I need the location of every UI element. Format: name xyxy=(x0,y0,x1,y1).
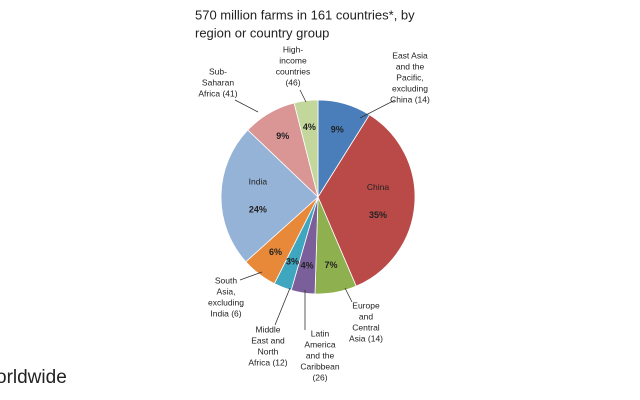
slice-value-label: 24% xyxy=(249,204,267,214)
slice-value-label: 6% xyxy=(269,247,282,257)
slice-value-label: 7% xyxy=(324,260,337,270)
chart-title-line: region or country group xyxy=(195,25,329,40)
pie-slice xyxy=(220,129,319,263)
category-label: Sub- xyxy=(209,66,227,76)
category-label: Latin xyxy=(311,328,330,338)
leader-line xyxy=(299,89,307,103)
pie-slice xyxy=(293,99,319,198)
slice-value-label: 3% xyxy=(286,256,299,266)
category-label: Africa (41) xyxy=(198,88,237,98)
category-label: and the xyxy=(306,350,335,360)
category-label: Middle xyxy=(255,324,280,334)
category-label: Pacific, xyxy=(396,72,423,82)
category-label: High- xyxy=(283,44,303,54)
footer-text: orldwide xyxy=(0,367,67,388)
leader-line xyxy=(274,287,291,326)
leader-line xyxy=(359,99,396,119)
category-label: India (6) xyxy=(210,308,241,318)
category-label: and the xyxy=(396,61,425,71)
category-label: China (14) xyxy=(390,94,430,104)
slice-value-label: 9% xyxy=(276,131,289,141)
category-label: Africa (12) xyxy=(248,357,287,367)
category-label: China xyxy=(367,182,389,192)
pie-slice xyxy=(317,114,416,287)
leader-line xyxy=(239,271,263,281)
category-label: North xyxy=(258,346,279,356)
slice-value-label: 4% xyxy=(303,122,316,132)
category-label: East Asia xyxy=(392,50,428,60)
leader-line xyxy=(234,99,259,113)
category-label: countries xyxy=(276,66,311,76)
category-label: South xyxy=(215,275,237,285)
category-label: and xyxy=(359,311,373,321)
category-label: Caribbean xyxy=(300,361,339,371)
category-label: (26) xyxy=(312,372,327,382)
slice-value-label: 35% xyxy=(369,210,387,220)
category-label: America xyxy=(304,339,335,349)
category-label: Asia (14) xyxy=(349,333,383,343)
category-label: Europe xyxy=(352,300,380,310)
category-label: Asia, xyxy=(217,286,236,296)
slice-value-label: 9% xyxy=(331,124,344,134)
chart-title-line: 570 million farms in 161 countries*, by xyxy=(195,7,415,22)
category-label: income xyxy=(279,55,307,65)
category-label: East and xyxy=(251,335,285,345)
leader-line xyxy=(344,287,353,303)
category-label: excluding xyxy=(208,297,244,307)
category-label: excluding xyxy=(392,83,428,93)
category-label: Saharan xyxy=(202,77,234,87)
category-label: India xyxy=(249,176,268,186)
leader-lines xyxy=(234,89,396,330)
slice-value-label: 4% xyxy=(301,260,314,270)
category-label: (46) xyxy=(285,77,300,87)
category-label: Central xyxy=(352,322,380,332)
